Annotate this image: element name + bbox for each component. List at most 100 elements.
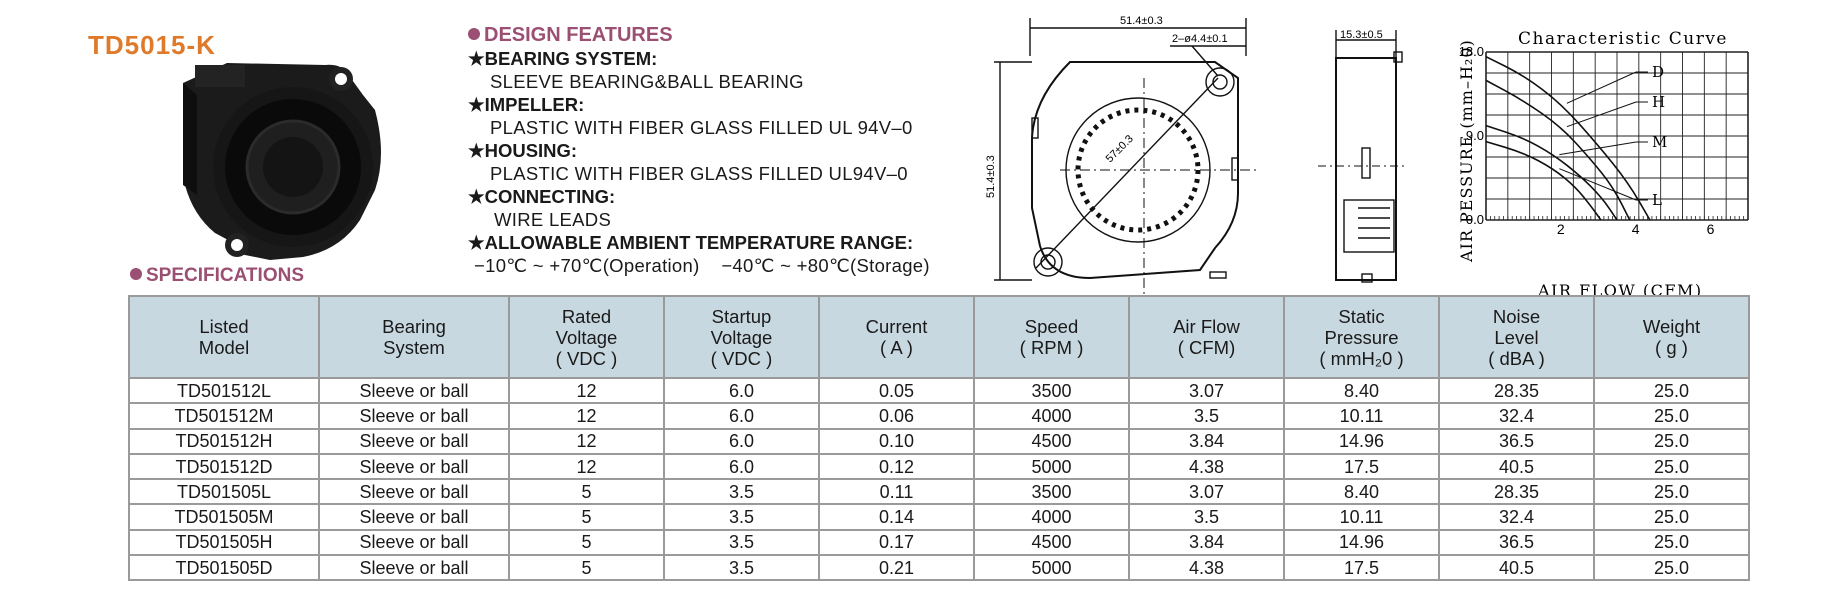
table-cell: 17.5 [1283, 554, 1440, 582]
feature-label: ★BEARING SYSTEM: [468, 48, 658, 69]
table-cell: TD501505H [128, 528, 320, 557]
fan-product-photo [183, 63, 381, 260]
table-cell: 25.0 [1593, 478, 1750, 506]
table-row: TD501512L Sleeve or ball 12 6.0 0.05 3500 3.07… [128, 376, 1750, 405]
column-header-line: Listed [199, 316, 249, 337]
table-cell: 3.5 [663, 554, 820, 582]
feature-label-text: BEARING SYSTEM: [484, 48, 658, 69]
table-cell: 0.14 [818, 503, 975, 531]
drawing-lines [994, 18, 1260, 298]
column-header: Speed( RPM ) [973, 295, 1130, 379]
column-header-line: Static [1338, 305, 1385, 327]
y-tick-label: 18.0 [1459, 44, 1484, 59]
table-row: TD501512M Sleeve or ball 12 6.0 0.06 4000 3.5 1… [128, 402, 1750, 430]
bullet-dot-icon [468, 27, 480, 40]
table-cell: 4000 [973, 402, 1130, 430]
table-cell: 4.38 [1128, 452, 1285, 481]
series-leader-line [1559, 141, 1637, 156]
series-line-L [1485, 140, 1602, 221]
table-cell: 6.0 [663, 427, 820, 455]
table-cell: 0.21 [818, 554, 975, 582]
x-tick-label: 4 [1632, 221, 1640, 237]
diameter-dimension-label: 57±0.3 [1104, 133, 1136, 165]
table-cell: TD501505M [128, 503, 320, 531]
column-header-line: Voltage [710, 326, 773, 348]
table-cell: Sleeve or ball [318, 554, 510, 582]
feature-label: ★CONNECTING: [468, 186, 616, 207]
table-cell: TD501505L [128, 478, 320, 506]
front-dimension-drawing: 51.4±0.3 2–ø4.4±0.1 51.4±0.3 57±0.3 [985, 15, 1260, 298]
column-header-line: Voltage [555, 326, 618, 348]
table-cell: 4500 [973, 528, 1130, 557]
table-cell: 4000 [973, 503, 1130, 531]
column-header-line: System [383, 337, 445, 358]
table-cell: 4.38 [1128, 554, 1285, 582]
table-cell: 6.0 [663, 452, 820, 481]
table-cell: 10.11 [1283, 402, 1440, 430]
table-cell: 17.5 [1283, 452, 1440, 481]
table-cell: 40.5 [1438, 452, 1595, 481]
series-leader-line [1566, 101, 1637, 128]
series-line-H [1485, 79, 1631, 221]
table-cell: 25.0 [1593, 402, 1750, 430]
series-label: L [1652, 191, 1662, 209]
table-cell: Sleeve or ball [318, 402, 510, 430]
table-cell: 0.12 [818, 452, 975, 481]
feature-value: SLEEVE BEARING&BALL BEARING [490, 71, 804, 92]
fan-body [183, 63, 381, 260]
table-cell: 14.96 [1283, 427, 1440, 455]
series-line-D [1485, 55, 1651, 221]
design-features-heading-text: DESIGN FEATURES [484, 24, 673, 46]
feature-label-text: HOUSING: [484, 140, 578, 161]
table-body: TD501512L Sleeve or ball 12 6.0 0.05 3500 3.07… [128, 376, 1750, 582]
feature-label: ★HOUSING: [468, 140, 578, 161]
table-header-row: Listed Model Bearing System Rated Voltage( VD… [128, 295, 1750, 379]
feature-value: WIRE LEADS [494, 209, 612, 230]
table-cell: 5 [508, 503, 665, 531]
column-header: Air Flow( CFM) [1128, 295, 1285, 379]
specifications-heading: SPECIFICATIONS [130, 265, 304, 287]
table-cell: 3500 [973, 376, 1130, 405]
column-header-line: Startup [711, 305, 772, 327]
table-cell: 32.4 [1438, 503, 1595, 531]
series-leader-line [1566, 71, 1637, 104]
design-features: DESIGN FEATURES ★BEARING SYSTEM: SLEEVE … [468, 24, 988, 277]
column-header-line: ( g ) [1655, 337, 1688, 358]
series-label: M [1652, 133, 1667, 151]
table-cell: 3.07 [1128, 478, 1285, 506]
table-cell: TD501505D [128, 554, 320, 582]
table-cell: 6.0 [663, 402, 820, 430]
feature-label-text: IMPELLER: [484, 94, 585, 115]
table-cell: 0.10 [818, 427, 975, 455]
x-tick-label: 2 [1557, 221, 1565, 237]
table-cell: 36.5 [1438, 427, 1595, 455]
table-cell: 25.0 [1593, 376, 1750, 405]
chart-series: DH M L [1485, 55, 1667, 221]
feature-value: PLASTIC WITH FIBER GLASS FILLED UL94V–0 [490, 163, 908, 184]
table-cell: Sleeve or ball [318, 503, 510, 531]
table-cell: 32.4 [1438, 402, 1595, 430]
table-cell: 3.5 [663, 528, 820, 557]
table-row: TD501505D Sleeve or ball 5 3.5 0.21 5000 4.38 1… [128, 554, 1750, 582]
table-cell: 25.0 [1593, 452, 1750, 481]
table-cell: 8.40 [1283, 478, 1440, 506]
y-tick-label: 0.0 [1466, 212, 1484, 227]
table-cell: 0.11 [818, 478, 975, 506]
table-cell: Sleeve or ball [318, 452, 510, 481]
table-cell: 0.06 [818, 402, 975, 430]
table-cell: 25.0 [1593, 528, 1750, 557]
design-features-heading: DESIGN FEATURES [468, 24, 988, 47]
table-cell: 0.17 [818, 528, 975, 557]
table-cell: 3500 [973, 478, 1130, 506]
side-drawing-lines [1318, 30, 1408, 283]
table-cell: 3.84 [1128, 427, 1285, 455]
table-cell: 25.0 [1593, 427, 1750, 455]
width-dimension-label: 51.4±0.3 [1120, 15, 1163, 27]
table-cell: 28.35 [1438, 376, 1595, 405]
column-header-line: ( RPM ) [1019, 337, 1084, 358]
table-cell: TD501512D [128, 452, 320, 481]
table-cell: 12 [508, 402, 665, 430]
x-tick-label: 6 [1707, 221, 1715, 237]
table-cell: 3.5 [1128, 503, 1285, 531]
column-header: Current( A ) [818, 295, 975, 379]
